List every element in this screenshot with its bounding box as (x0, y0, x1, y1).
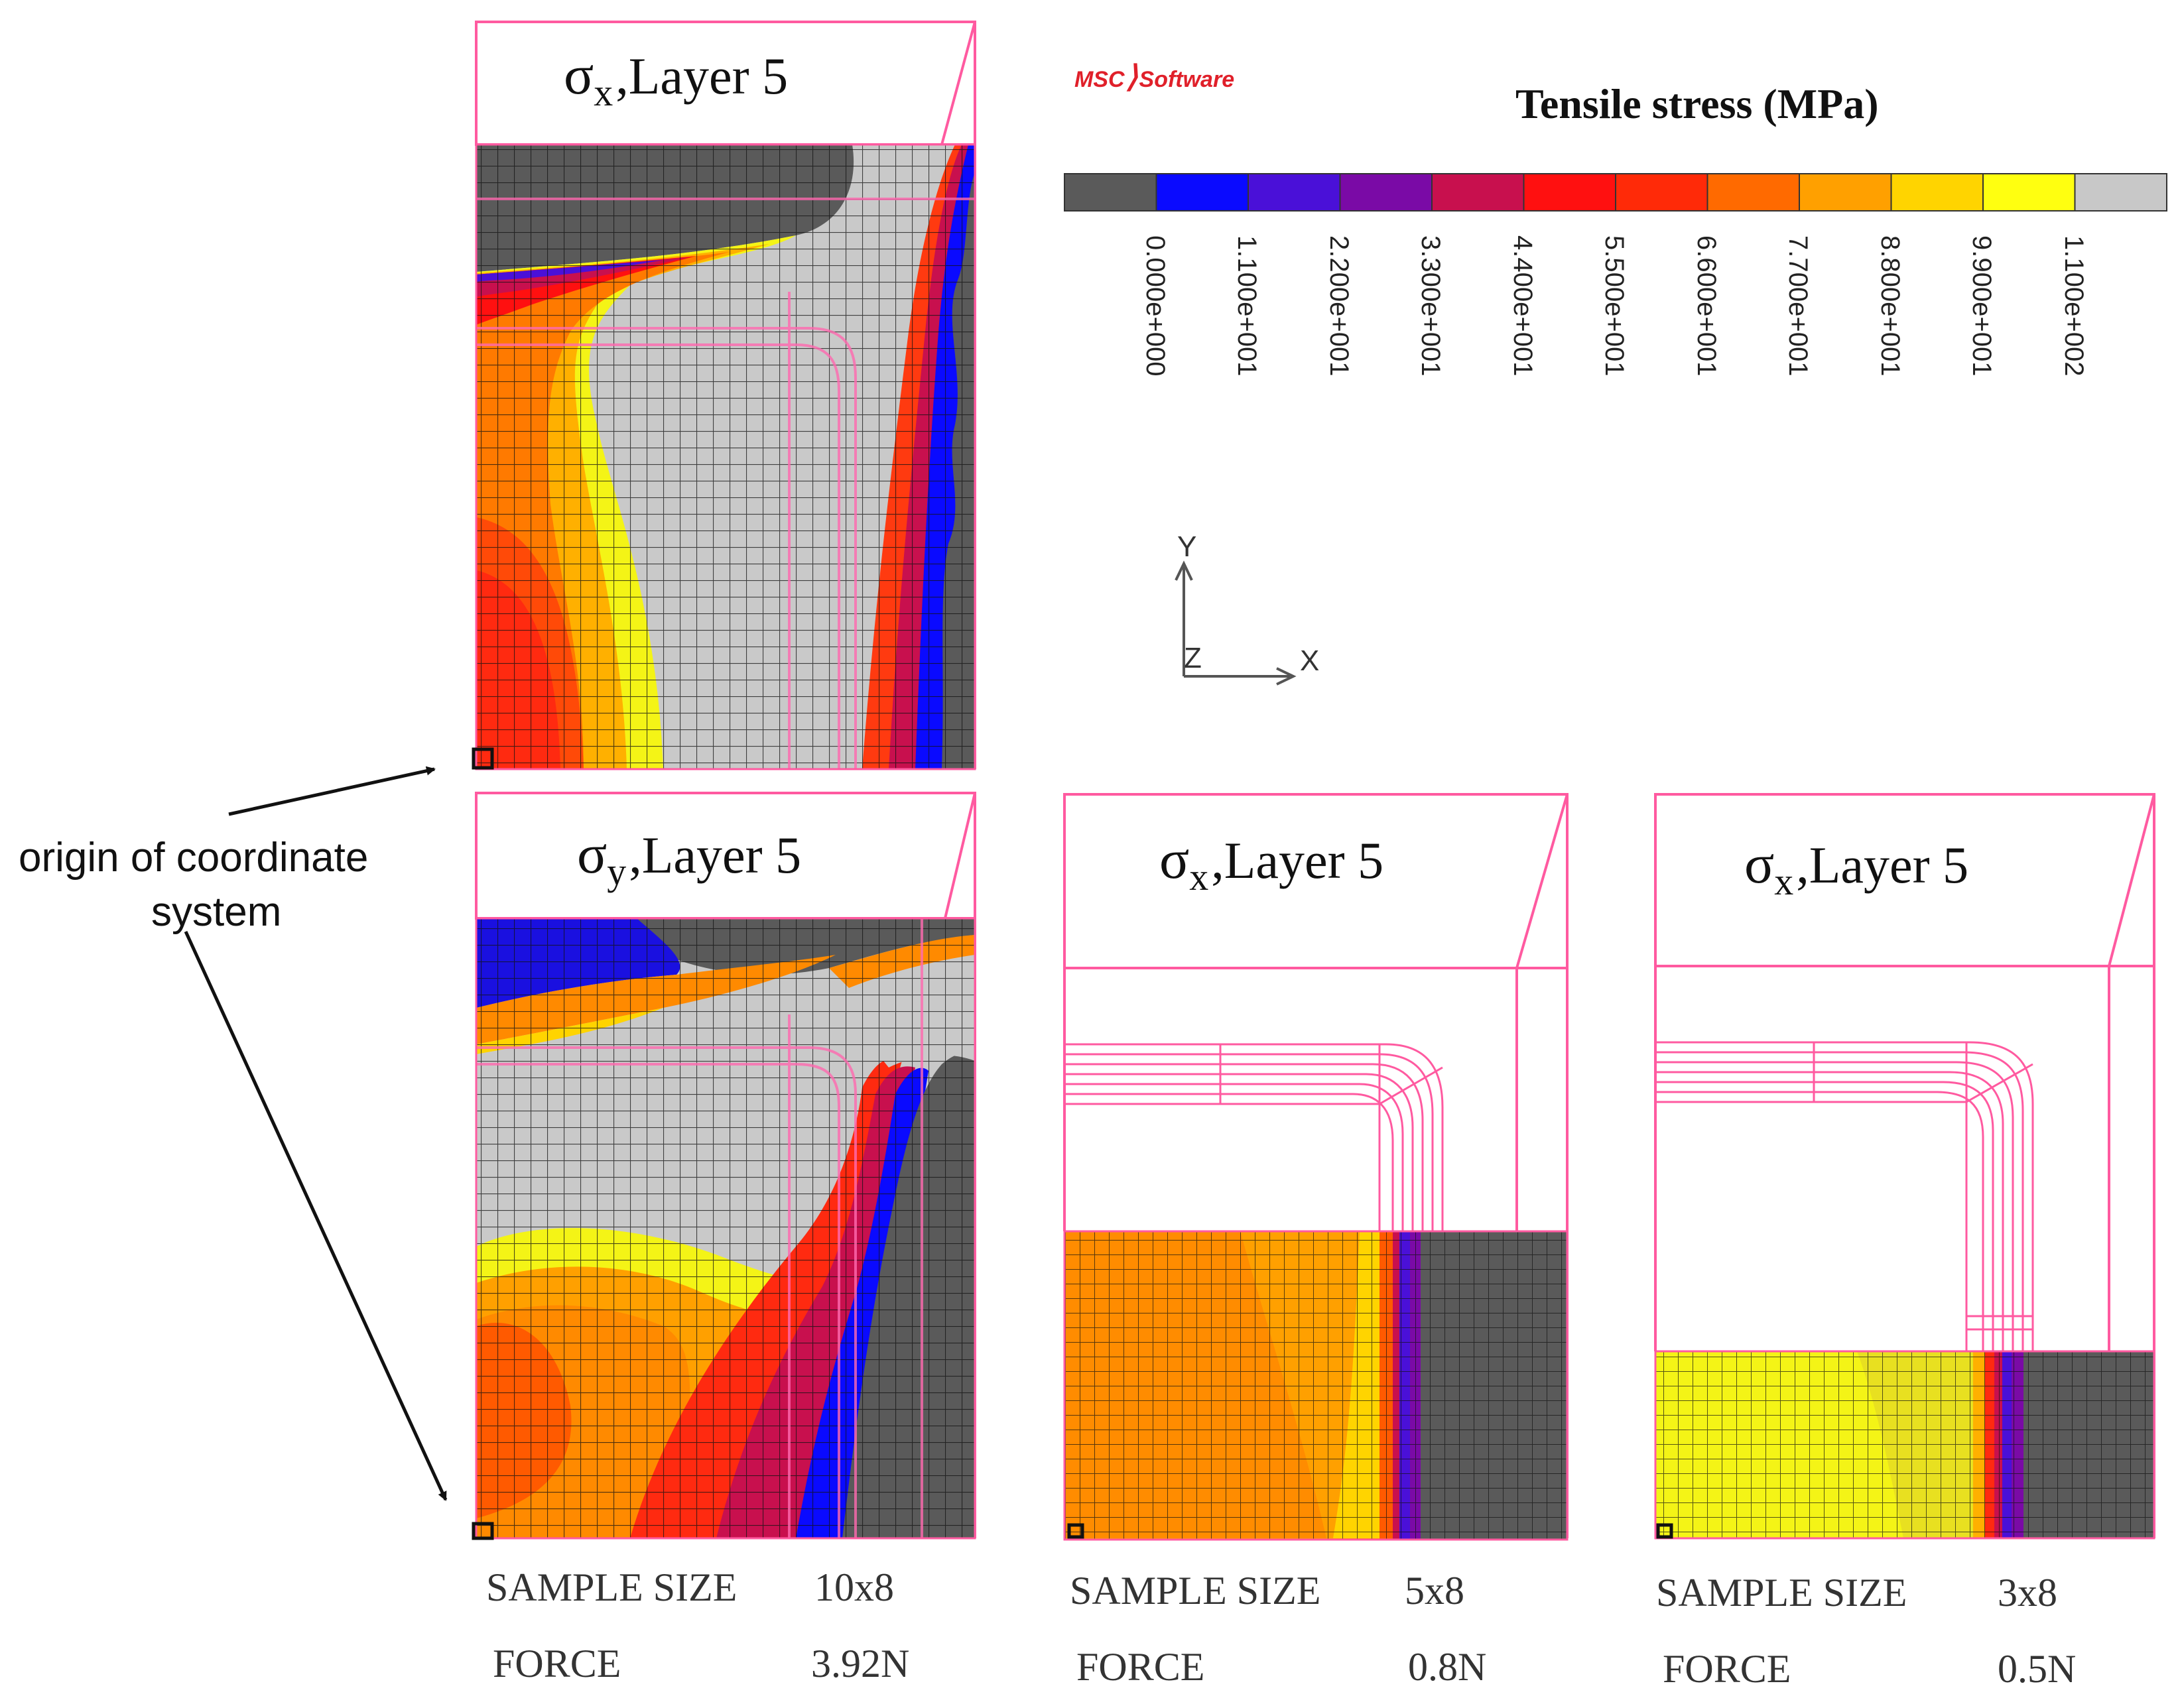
sample1-force-value: 3.92N (811, 1642, 910, 1685)
legend-tick-label: 3.300e+001 (1416, 235, 1445, 377)
legend-color-bar (1064, 173, 2167, 212)
legend-swatch (1431, 173, 1525, 212)
annotation-line1: origin of coordinate (19, 835, 369, 881)
panel4-frame (1654, 793, 2155, 1538)
legend-swatch (2074, 173, 2167, 212)
legend-swatch (1339, 173, 1433, 212)
legend-tick-labels: 0.000e+000 1.100e+001 2.200e+001 3.300e+001… (1141, 235, 2088, 401)
axis-label-y: Y (1177, 530, 1197, 563)
panel3-title: σx,Layer 5 (1159, 829, 1384, 898)
legend-swatch (1890, 173, 1984, 212)
legend-tick-label: 8.800e+001 (1875, 235, 1905, 377)
sample3-size-label: SAMPLE SIZE (1656, 1571, 1907, 1615)
panel3-contour (1064, 1231, 1567, 1540)
legend-swatch (1064, 173, 1157, 212)
legend-tick-label: 1.100e+001 (1232, 235, 1261, 377)
legend-swatch (1799, 173, 1892, 212)
panel3-frame (1063, 793, 1569, 1538)
panel3-origin-marker (1067, 1523, 1084, 1539)
legend-swatch (1248, 173, 1341, 212)
panel4-mesh-outline (1655, 1041, 2034, 1351)
axis-label-x: X (1300, 644, 1320, 677)
sample1-force-label: FORCE (493, 1642, 621, 1685)
sample1-size-label: SAMPLE SIZE (486, 1565, 737, 1609)
sample2-size-value: 5x8 (1405, 1569, 1464, 1613)
sample3-size-value: 3x8 (1998, 1571, 2057, 1615)
legend-tick-label: 5.500e+001 (1600, 235, 1629, 377)
legend-tick-label: 7.700e+001 (1783, 235, 1813, 377)
annotation-arrow-upper (228, 766, 436, 816)
annotation-line2: system (151, 889, 282, 935)
panel2-origin-marker (472, 1522, 494, 1540)
sample2-force-label: FORCE (1076, 1645, 1205, 1689)
legend-tick-label: 9.900e+001 (1967, 235, 1996, 377)
panel2-contour (476, 918, 975, 1538)
sample3-force-value: 0.5N (1998, 1647, 2077, 1691)
legend-swatch (1706, 173, 1800, 212)
panel3-border (1063, 1230, 1569, 1541)
panel1-contour (476, 145, 975, 769)
panel1-title: σx,Layer 5 (564, 44, 789, 114)
legend-tick-label: 1.100e+002 (2059, 235, 2088, 377)
axis-label-z: Z (1184, 642, 1202, 674)
legend-title: Tensile stress (MPa) (1515, 80, 1879, 127)
panel1-origin-marker (472, 747, 494, 770)
legend-swatch (1155, 173, 1249, 212)
legend-swatch (1615, 173, 1708, 212)
sample1-size-value: 10x8 (814, 1565, 894, 1609)
msc-software-logo: MSC⟩Software (1074, 59, 1235, 93)
legend-swatch (1982, 173, 2076, 212)
panel2-border (475, 917, 976, 1540)
legend-tick-label: 6.600e+001 (1691, 235, 1721, 377)
legend-swatch (1523, 173, 1616, 212)
legend-tick-label: 4.400e+001 (1507, 235, 1537, 377)
panel1-border (475, 143, 976, 770)
panel4-origin-marker (1656, 1523, 1673, 1539)
panel4-border (1654, 1350, 2155, 1540)
legend-tick-label: 2.200e+001 (1324, 235, 1354, 377)
legend-tick-label: 0.000e+000 (1140, 235, 1170, 377)
coordinate-axes-icon (1175, 560, 1297, 686)
panel3-mesh-outline (1064, 1043, 1444, 1231)
sample2-force-value: 0.8N (1408, 1645, 1487, 1689)
sample3-force-label: FORCE (1663, 1647, 1791, 1691)
panel4-title: σx,Layer 5 (1744, 833, 1969, 903)
annotation-arrow-lower (184, 930, 448, 1501)
panel4-contour (1655, 1351, 2154, 1538)
sample2-size-label: SAMPLE SIZE (1070, 1569, 1321, 1613)
panel2-title: σy,Layer 5 (577, 823, 802, 893)
